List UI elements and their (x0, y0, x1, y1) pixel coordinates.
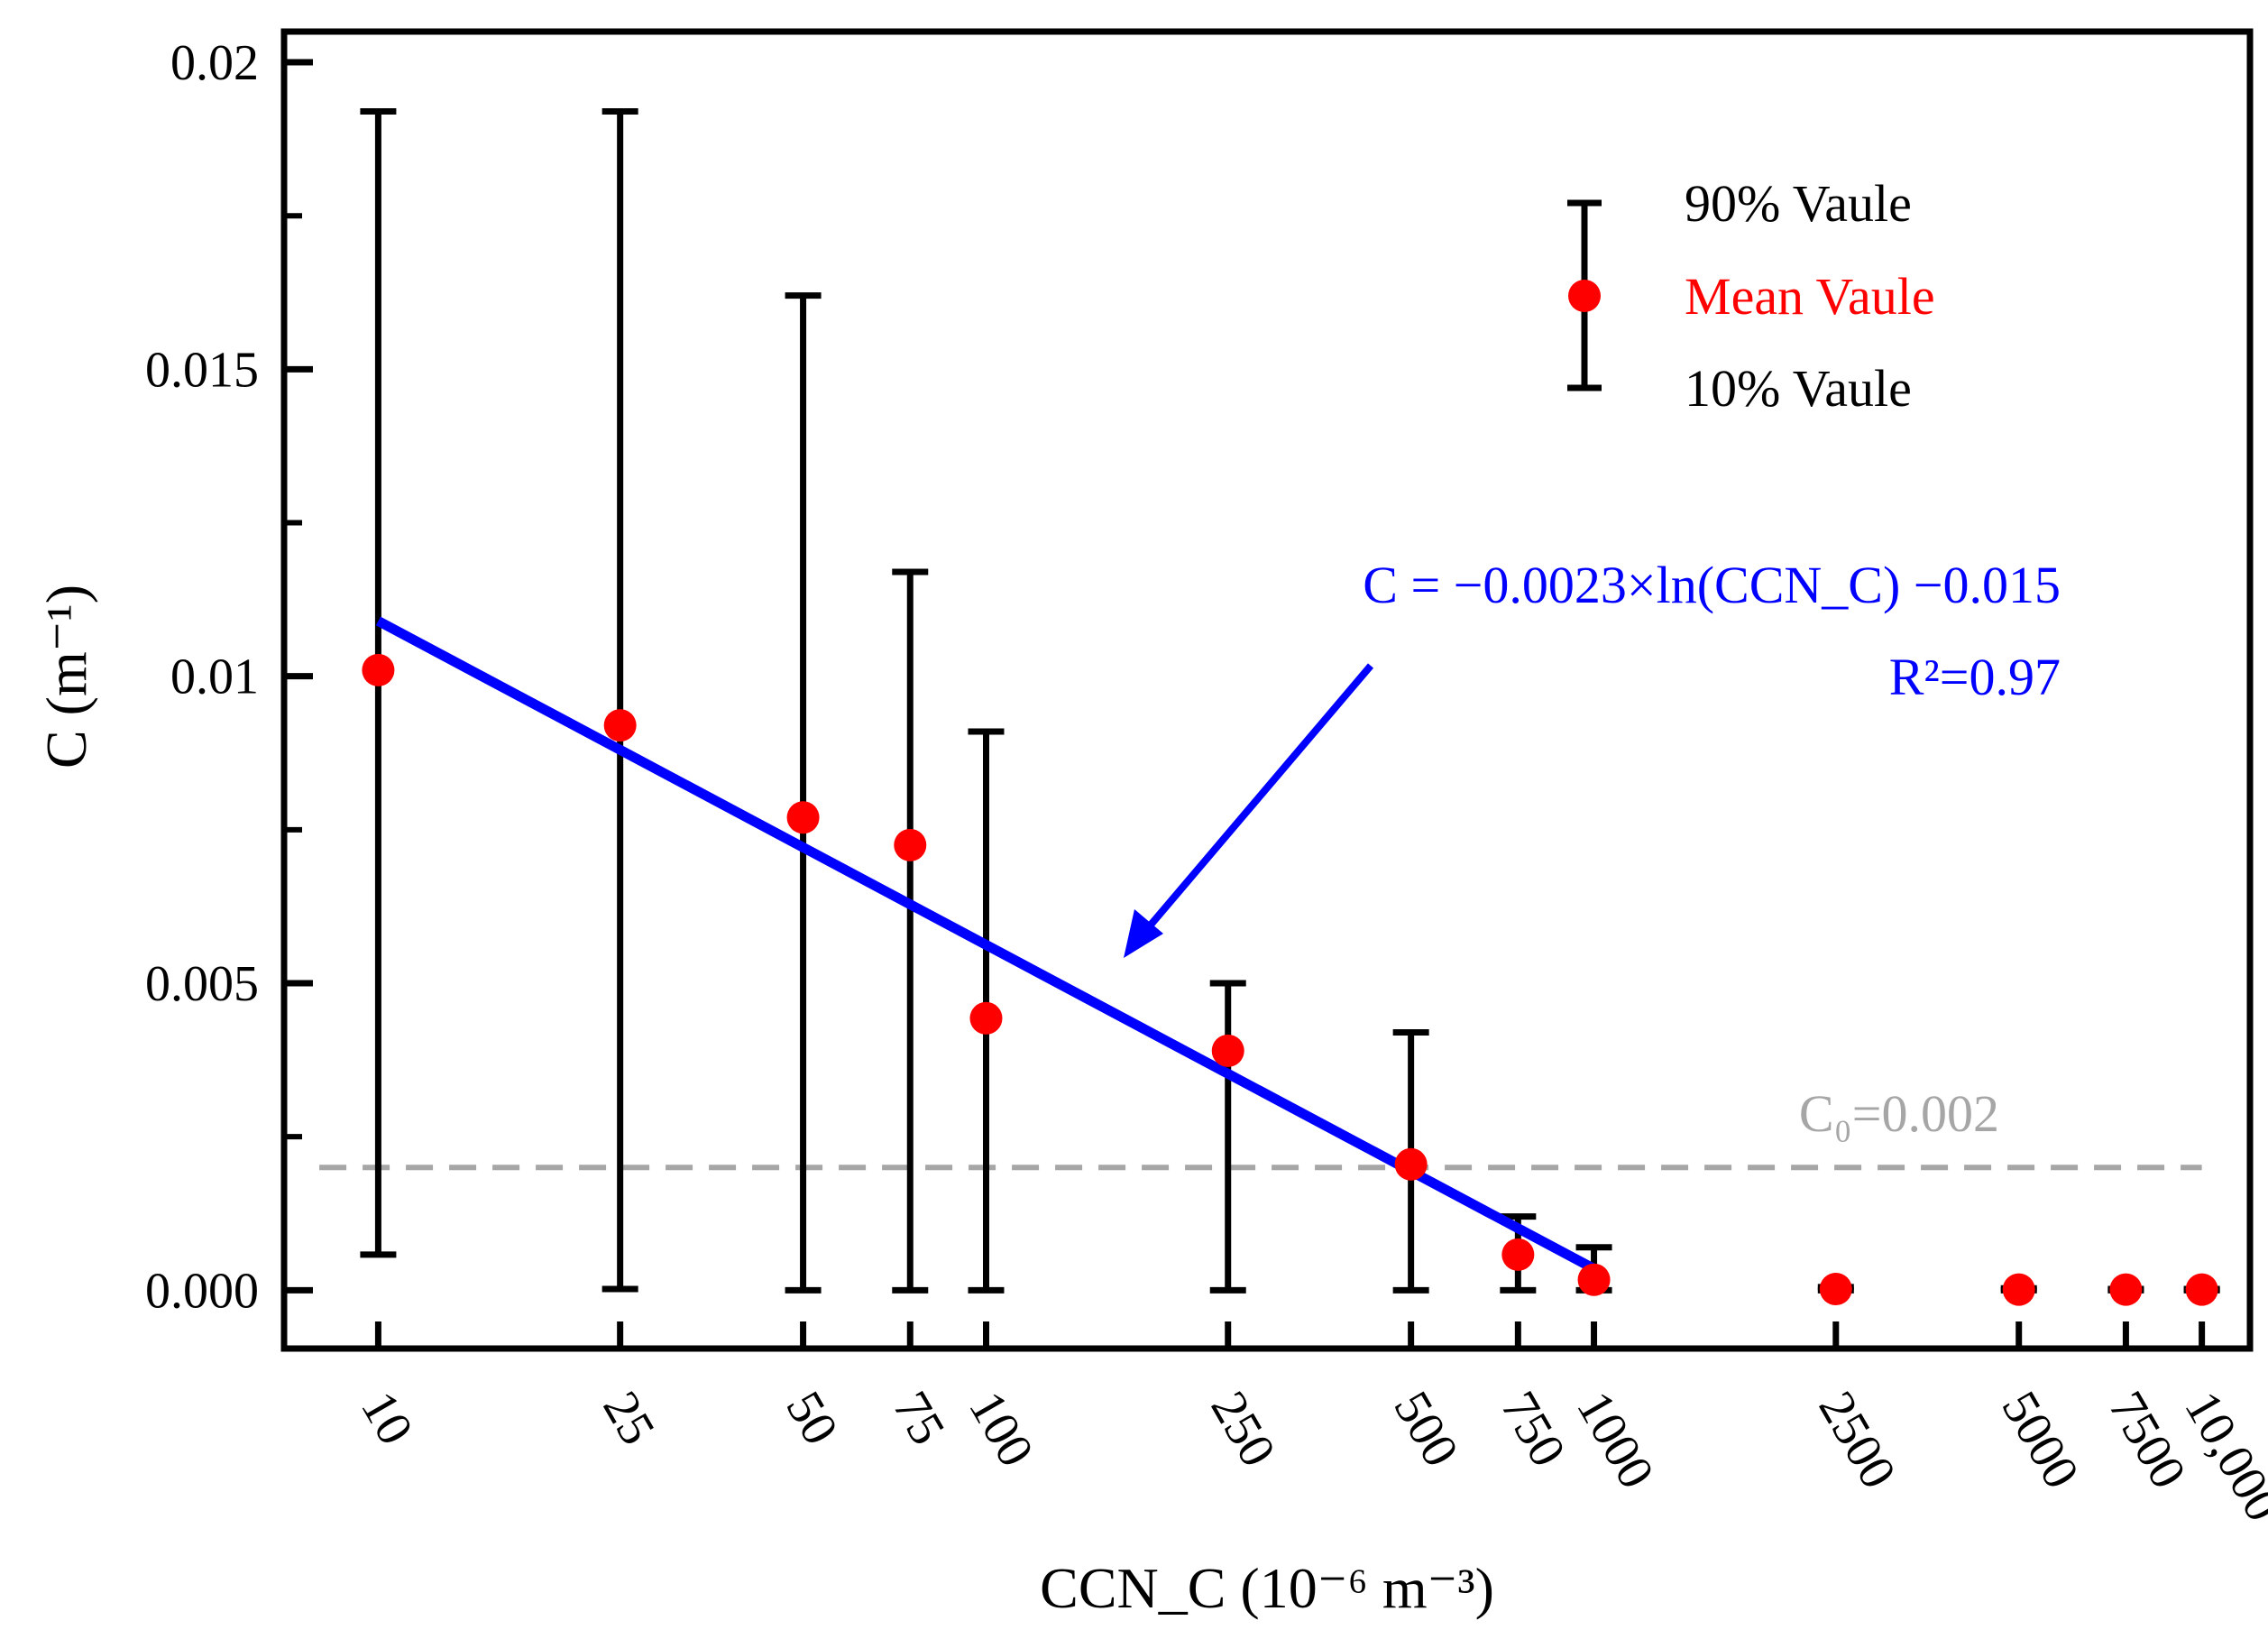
annotation-arrow (1124, 663, 1374, 958)
y-tick-label: 0.02 (170, 35, 259, 91)
mean-marker (603, 709, 637, 742)
reference-label: C₀=0.002 (1799, 1084, 1999, 1143)
legend-label-10: 10% Vaule (1685, 359, 1912, 418)
mean-marker (1577, 1263, 1611, 1296)
mean-marker (1501, 1238, 1535, 1271)
mean-marker (2109, 1273, 2143, 1306)
y-axis-title: C (m⁻¹) (34, 585, 98, 769)
mean-marker (2002, 1273, 2035, 1306)
fit-equation: C = −0.0023×ln(CCN_C) −0.015 (1363, 556, 2061, 614)
mean-marker (1394, 1147, 1428, 1181)
x-axis-title: CCN_C (10⁻⁶ m⁻³) (1040, 1556, 1494, 1620)
mean-marker (969, 1001, 1003, 1035)
plot-frame (280, 28, 2254, 1352)
mean-marker (894, 828, 927, 861)
legend-label-90: 90% Vaule (1685, 174, 1912, 233)
mean-marker (786, 801, 820, 834)
y-tick-label: 0.000 (145, 1263, 259, 1319)
error-bar (785, 292, 822, 1294)
y-tick-label: 0.01 (170, 649, 259, 705)
mean-marker (362, 653, 395, 686)
fit-line (375, 616, 1597, 1274)
legend-mean-marker (1568, 280, 1601, 312)
annotation-arrow-shaft (1143, 663, 1374, 932)
mean-marker (1819, 1272, 1852, 1305)
y-tick-label: 0.005 (145, 956, 259, 1012)
mean-marker (2185, 1273, 2218, 1306)
mean-markers (362, 653, 2218, 1306)
legend-label-mean: Mean Vaule (1685, 267, 1935, 326)
mean-marker (1211, 1034, 1244, 1067)
y-tick-label: 0.015 (145, 342, 259, 398)
legend: 90% Vaule Mean Vaule 10% Vaule (1567, 174, 1935, 418)
error-bar (892, 568, 929, 1294)
fit-r-squared: R²=0.97 (1889, 648, 2061, 706)
error-bar (1209, 980, 1246, 1294)
error-bar (601, 107, 638, 1293)
annotation-arrow-head (1124, 909, 1163, 958)
